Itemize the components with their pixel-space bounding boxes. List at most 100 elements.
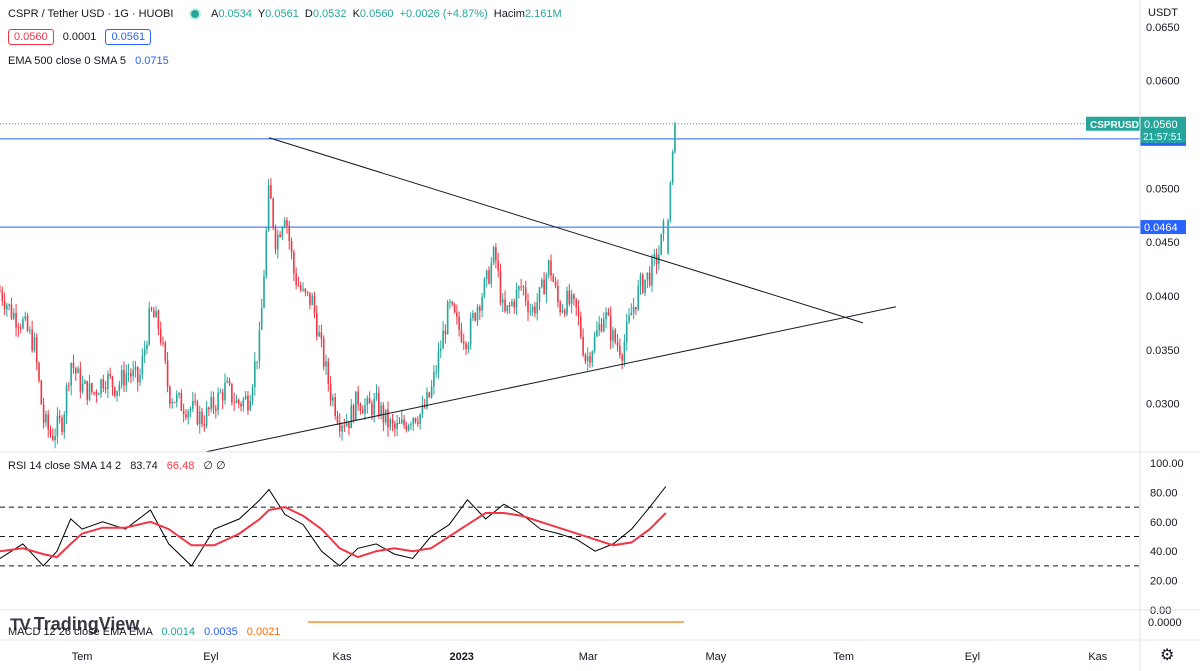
candle-body xyxy=(616,342,619,346)
candle-body xyxy=(412,418,415,425)
candle-body xyxy=(182,410,185,415)
candle-body xyxy=(547,260,550,276)
candle-body xyxy=(299,285,302,291)
candle-body xyxy=(155,311,157,318)
gear-icon[interactable]: ⚙ xyxy=(1160,647,1175,664)
candle-body xyxy=(286,220,288,226)
symbol-legend: CSPR / Tether USD · 1G · HUOBI A0.0534 Y… xyxy=(8,8,565,20)
candle-body xyxy=(612,330,614,341)
rsi-sma-value: 66.48 xyxy=(166,460,195,472)
candle-body xyxy=(387,409,389,428)
candle-body xyxy=(518,286,520,291)
currency-selector[interactable]: USDT xyxy=(1148,7,1178,19)
high-label: Y xyxy=(257,8,266,20)
candle-body xyxy=(637,286,640,310)
candle-body xyxy=(120,370,123,385)
rsi-legend[interactable]: RSI 14 close SMA 14 2 83.74 66.48 ∅ ∅ xyxy=(8,459,226,472)
candle-body xyxy=(127,373,130,375)
candle-body xyxy=(139,374,141,383)
candle-body xyxy=(497,260,499,271)
candle-body xyxy=(671,151,674,183)
trendlines[interactable] xyxy=(205,137,897,453)
candle-body xyxy=(113,387,116,396)
candle-body xyxy=(26,315,29,331)
candle-body xyxy=(557,286,559,303)
candle-body xyxy=(481,296,483,311)
rsi-tick-label: 60.00 xyxy=(1150,517,1178,529)
countdown-label: 21:57:51 xyxy=(1143,132,1182,143)
time-tick-label: Mar xyxy=(579,651,598,663)
candle-body xyxy=(318,332,320,337)
candle-body xyxy=(465,343,467,350)
candle-body xyxy=(375,393,378,399)
candle-body xyxy=(628,315,630,322)
candle-body xyxy=(364,405,366,414)
candle-body xyxy=(185,414,187,418)
macd-legend[interactable]: MACD 12 26 close EMA EMA 0.0014 0.0035 0… xyxy=(8,626,280,638)
candle-body xyxy=(290,240,293,253)
candle-body xyxy=(641,274,644,293)
candle-body xyxy=(178,393,180,395)
candle-body xyxy=(582,336,584,355)
candle-body xyxy=(570,294,573,304)
candle-body xyxy=(391,419,394,424)
candle-body xyxy=(72,363,75,369)
candle-body xyxy=(527,300,529,313)
buy-button[interactable]: 0.0561 xyxy=(105,29,152,45)
time-tick-label: Eyl xyxy=(203,651,218,663)
candle-body xyxy=(111,376,114,388)
candle-body xyxy=(123,370,125,386)
candle-body xyxy=(86,380,89,400)
candle-body xyxy=(646,272,649,280)
ema-legend[interactable]: EMA 500 close 0 SMA 5 0.0715 xyxy=(8,55,169,67)
candle-body xyxy=(311,295,314,306)
candle-body xyxy=(265,230,268,276)
candle-body xyxy=(281,227,284,238)
candle-body xyxy=(607,312,610,316)
candle-body xyxy=(29,329,31,331)
candle-body xyxy=(304,288,307,292)
candle-body xyxy=(68,385,70,387)
candle-body xyxy=(635,306,637,310)
candle-body xyxy=(247,395,249,411)
candle-body xyxy=(325,361,327,367)
candle-body xyxy=(437,351,440,372)
symbol-title[interactable]: CSPR / Tether USD · 1G · HUOBI xyxy=(8,8,174,20)
rsi-sma-line xyxy=(0,506,667,559)
sell-button[interactable]: 0.0560 xyxy=(8,29,54,45)
candle-body xyxy=(483,279,486,297)
candle-body xyxy=(467,344,470,350)
candle-body xyxy=(444,330,447,335)
candle-body xyxy=(531,306,534,312)
candle-body xyxy=(159,328,162,343)
candle-body xyxy=(568,290,571,304)
time-tick-label: Tem xyxy=(833,651,854,663)
candle-body xyxy=(42,404,45,423)
ema-label: EMA 500 close 0 SMA 5 xyxy=(8,55,127,67)
candle-body xyxy=(196,401,199,425)
candle-body xyxy=(208,407,210,410)
candle-body xyxy=(173,401,176,403)
candle-body xyxy=(442,330,444,349)
candle-body xyxy=(614,330,617,343)
candle-body xyxy=(655,254,658,265)
candle-body xyxy=(283,220,286,228)
volume-label: Hacim xyxy=(493,8,525,20)
candle-body xyxy=(561,310,564,313)
candle-body xyxy=(534,306,536,314)
rsi-tick-label: 20.00 xyxy=(1150,576,1178,588)
candle-body xyxy=(249,401,252,411)
candle-body xyxy=(428,392,431,398)
candle-body xyxy=(226,381,229,383)
candle-body xyxy=(210,397,213,410)
candle-body xyxy=(132,369,134,377)
candle-body xyxy=(8,304,10,306)
candle-body xyxy=(38,362,40,381)
symbol-badge-bg xyxy=(1086,116,1140,131)
candle-body xyxy=(602,319,605,332)
candle-body xyxy=(153,309,155,318)
candle-body xyxy=(77,368,79,374)
tradingview-logo[interactable]: TV TradingView xyxy=(10,614,139,635)
